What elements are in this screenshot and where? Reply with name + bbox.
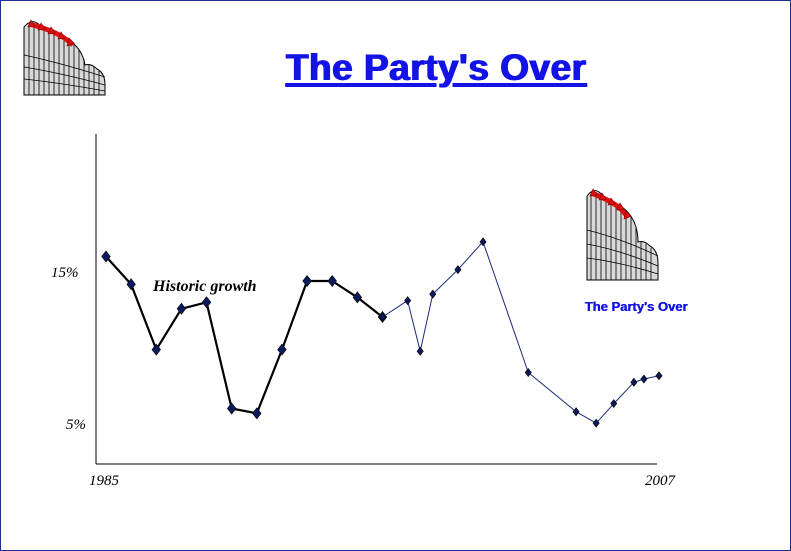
- data-point-marker: [454, 265, 462, 275]
- data-point-marker: [201, 296, 212, 309]
- data-point-marker: [151, 343, 161, 356]
- x-tick-label: 2007: [645, 473, 677, 489]
- y-tick-label: 5%: [66, 417, 86, 433]
- data-point-marker: [277, 343, 287, 356]
- data-point-marker: [610, 399, 618, 409]
- data-point-marker: [378, 312, 387, 322]
- data-point-marker: [101, 250, 111, 263]
- wave-chart-logo-icon: [23, 19, 106, 96]
- data-point-marker: [416, 346, 424, 356]
- recent-series-line: [382, 241, 660, 424]
- logo-caption: The Party's Over: [584, 299, 688, 314]
- data-point-marker: [429, 289, 437, 299]
- data-point-marker: [524, 368, 532, 378]
- data-point-marker: [572, 407, 580, 417]
- data-point-marker: [479, 237, 487, 247]
- data-point-marker: [126, 278, 136, 291]
- data-point-marker: [640, 374, 648, 384]
- data-point-marker: [592, 418, 600, 428]
- data-point-marker: [302, 275, 312, 288]
- series-layer: [101, 237, 663, 428]
- data-point-marker: [404, 296, 412, 306]
- wave-chart-logo-icon: [586, 188, 659, 281]
- x-tick-label: 1985: [89, 473, 120, 489]
- data-point-marker: [352, 291, 363, 304]
- data-point-marker: [252, 407, 262, 420]
- data-point-marker: [327, 275, 337, 288]
- y-tick-label: 15%: [51, 265, 79, 281]
- slide-title: The Party's Over: [285, 47, 587, 88]
- historic-series-line: [105, 255, 384, 415]
- data-point-marker: [655, 371, 663, 381]
- data-point-marker: [630, 377, 638, 387]
- data-point-marker: [176, 302, 187, 315]
- historic-growth-annotation: Historic growth: [152, 278, 257, 295]
- data-point-marker: [227, 402, 237, 415]
